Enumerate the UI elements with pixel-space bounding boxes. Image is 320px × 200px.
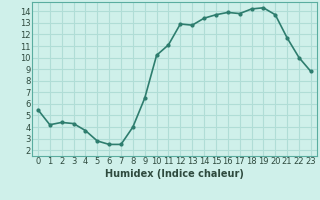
X-axis label: Humidex (Indice chaleur): Humidex (Indice chaleur)	[105, 169, 244, 179]
